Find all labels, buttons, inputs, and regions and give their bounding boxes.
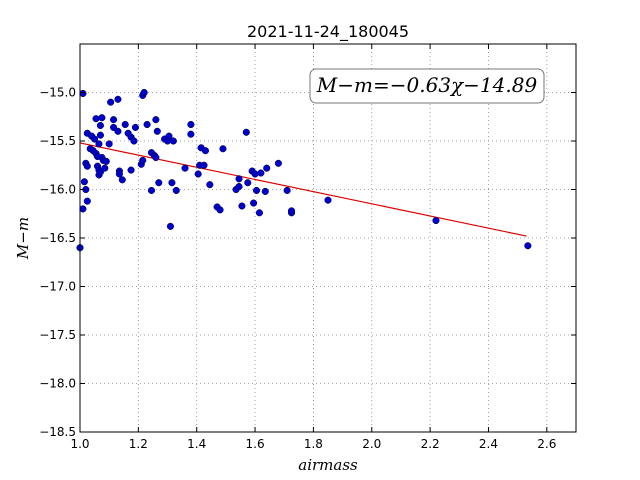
scatter-point	[169, 137, 177, 145]
scatter-point	[107, 98, 115, 106]
scatter-point	[127, 166, 135, 174]
scatter-point	[219, 145, 227, 153]
scatter-point	[172, 186, 180, 195]
scatter-point	[96, 121, 104, 130]
scatter-point	[194, 170, 202, 178]
scatter-point	[432, 216, 440, 225]
x-axis-label: airmass	[298, 456, 358, 474]
fit-annotation: M−m=−0.63χ−14.89	[309, 68, 545, 104]
scatter-point	[263, 164, 271, 172]
y-tick-label: −17.5	[39, 328, 76, 342]
axis-ticks	[79, 44, 576, 433]
scatter-point	[166, 222, 174, 230]
scatter-point	[251, 170, 259, 178]
scatter-point	[110, 116, 118, 124]
scatter-point	[201, 147, 210, 155]
scatter-point	[238, 202, 246, 210]
scatter-point	[283, 186, 291, 195]
y-tick-labels: −15.0 −15.5 −16.0 −16.5 −17.0 −17.5 −18.0 −18.5	[39, 86, 76, 440]
scatter-point	[143, 120, 151, 129]
scatter-point	[83, 197, 91, 205]
scatter-point	[187, 130, 195, 138]
scatter-point	[80, 178, 88, 186]
scatter-point	[200, 161, 208, 169]
y-tick-label: −15.0	[39, 86, 76, 100]
x-tick-label: 1.0	[70, 437, 89, 451]
x-tick-label: 1.4	[187, 437, 206, 451]
scatter-point	[153, 127, 161, 135]
scatter-point	[206, 181, 214, 189]
scatter-point	[165, 132, 173, 140]
annotation-equation: M−m=−0.63χ−14.89	[316, 73, 538, 97]
scatter-point	[524, 242, 532, 250]
scatter-point	[152, 116, 160, 124]
y-tick-label: −15.5	[39, 134, 76, 148]
x-tick-labels: 1.0 1.2 1.4 1.6 1.8 2.0 2.2 2.4 2.6	[70, 437, 556, 451]
scatter-point	[131, 123, 139, 131]
scatter-point	[79, 205, 87, 213]
scatter-point	[114, 127, 122, 135]
scatter-point	[114, 95, 122, 103]
scatter-points	[76, 88, 532, 252]
scatter-point	[261, 187, 269, 195]
scatter-point	[242, 128, 250, 136]
scatter-point	[244, 179, 252, 187]
scatter-point	[235, 183, 243, 191]
scatter-point	[187, 120, 195, 129]
scatter-point	[181, 164, 189, 172]
scatter-point	[121, 120, 129, 129]
scatter-point	[168, 179, 176, 187]
y-axis-label: M−m	[14, 217, 32, 260]
scatter-point	[79, 89, 87, 98]
scatter-point	[235, 175, 243, 183]
scatter-point	[98, 114, 106, 122]
fit-line	[79, 142, 527, 237]
annotation-box	[309, 68, 545, 104]
scatter-point	[252, 186, 261, 195]
scatter-point	[324, 196, 332, 204]
scatter-point	[115, 170, 123, 178]
scatter-point	[250, 199, 258, 207]
scatter-point	[216, 206, 224, 214]
scatter-point	[96, 131, 104, 139]
scatter-point	[101, 164, 109, 172]
scatter-point	[95, 140, 103, 148]
fit-line-layer	[79, 142, 527, 237]
scatter-point	[102, 157, 110, 165]
scatter-point	[130, 137, 138, 145]
scatter-point	[92, 115, 100, 123]
y-tick-label: −16.0	[39, 183, 76, 197]
scatter-point	[83, 162, 91, 170]
y-tick-label: −16.5	[39, 231, 76, 245]
y-tick-label: −18.0	[39, 377, 76, 391]
scatter-point	[118, 176, 126, 184]
scatter-point	[257, 169, 265, 177]
scatter-point	[91, 135, 99, 143]
scatter-point	[147, 186, 156, 195]
y-tick-label: −18.5	[39, 425, 76, 439]
y-tick-label: −17.0	[39, 280, 76, 294]
x-tick-label: 1.6	[246, 437, 265, 451]
scatter-point	[152, 153, 160, 162]
x-tick-label: 2.2	[421, 437, 440, 451]
x-tick-label: 2.6	[537, 437, 556, 451]
scatter-point	[140, 88, 148, 97]
scatter-point	[287, 207, 296, 215]
scatter-point	[274, 159, 282, 167]
x-tick-label: 2.0	[362, 437, 381, 451]
x-tick-label: 2.4	[479, 437, 498, 451]
x-tick-label: 1.8	[304, 437, 323, 451]
scatter-point	[255, 209, 263, 217]
scatter-point	[105, 140, 113, 148]
x-tick-label: 1.2	[129, 437, 148, 451]
scatter-point	[139, 156, 147, 164]
chart-title: 2021-11-24_180045	[247, 22, 409, 42]
scatter-point	[155, 179, 163, 187]
